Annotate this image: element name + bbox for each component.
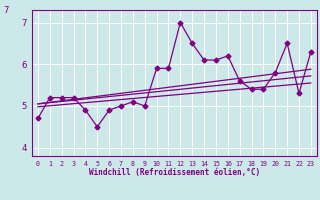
X-axis label: Windchill (Refroidissement éolien,°C): Windchill (Refroidissement éolien,°C) [89, 168, 260, 177]
Text: 7: 7 [3, 6, 9, 15]
